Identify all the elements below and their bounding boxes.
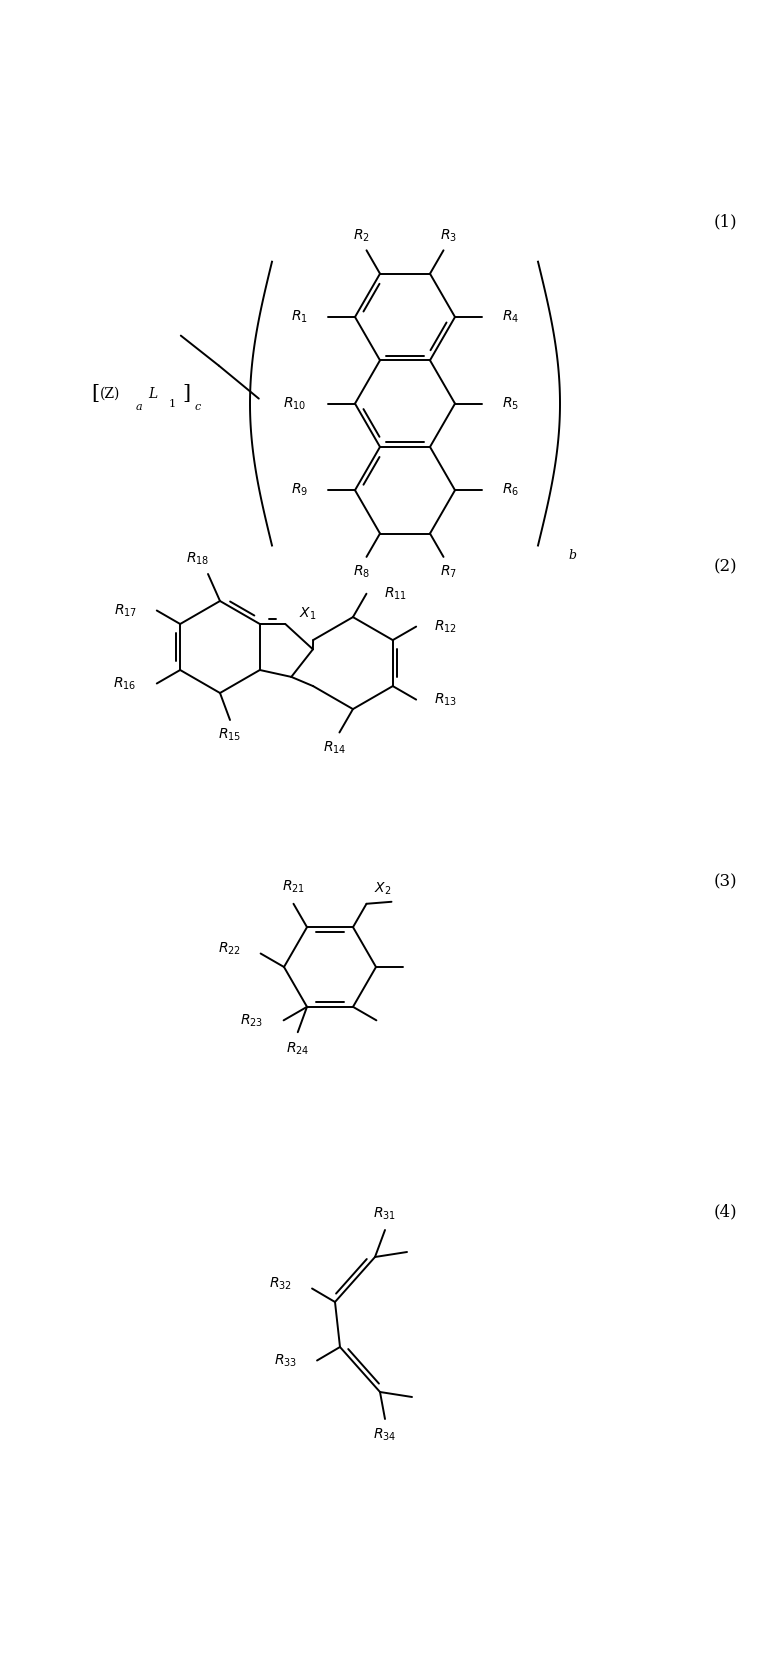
Text: a: a [135,401,142,411]
Text: $R_{34}$: $R_{34}$ [373,1426,397,1443]
Text: $R_{21}$: $R_{21}$ [282,878,305,895]
Text: $R_{18}$: $R_{18}$ [187,550,210,567]
Text: $R_6$: $R_6$ [502,482,519,498]
Text: $R_1$: $R_1$ [291,309,308,324]
Text: (1): (1) [713,214,737,231]
Text: 1: 1 [168,398,175,408]
Text: $R_{22}$: $R_{22}$ [217,940,241,956]
Text: $X_2$: $X_2$ [375,881,392,896]
Text: $R_2$: $R_2$ [353,227,370,244]
Text: $R_{32}$: $R_{32}$ [269,1276,292,1292]
Text: $R_8$: $R_8$ [353,563,370,580]
Text: c: c [195,401,201,411]
Text: $R_3$: $R_3$ [440,227,457,244]
Text: $R_7$: $R_7$ [440,563,457,580]
Text: ]: ] [182,385,190,403]
Text: $R_{14}$: $R_{14}$ [323,739,346,756]
Text: $X_1$: $X_1$ [298,605,316,622]
Text: $R_{15}$: $R_{15}$ [218,727,242,742]
Text: $R_{33}$: $R_{33}$ [274,1353,297,1369]
Text: $R_{24}$: $R_{24}$ [286,1042,310,1057]
Text: $R_5$: $R_5$ [502,395,519,411]
Text: $R_4$: $R_4$ [502,309,519,324]
Text: $R_{16}$: $R_{16}$ [113,675,137,692]
Text: $R_{23}$: $R_{23}$ [240,1012,264,1028]
Text: $R_{13}$: $R_{13}$ [435,692,457,707]
Text: b: b [568,548,576,562]
Text: $R_{11}$: $R_{11}$ [385,585,408,602]
Text: $R_{31}$: $R_{31}$ [373,1206,396,1222]
Text: (Z): (Z) [99,386,120,401]
Text: $R_9$: $R_9$ [291,482,308,498]
Text: L: L [148,386,158,401]
Text: $R_{17}$: $R_{17}$ [113,602,137,619]
Text: [: [ [91,385,99,403]
Text: $R_{12}$: $R_{12}$ [435,619,457,635]
Text: (2): (2) [713,558,737,575]
Text: (3): (3) [713,873,737,891]
Text: $R_{10}$: $R_{10}$ [283,395,306,411]
Text: (4): (4) [713,1204,737,1221]
